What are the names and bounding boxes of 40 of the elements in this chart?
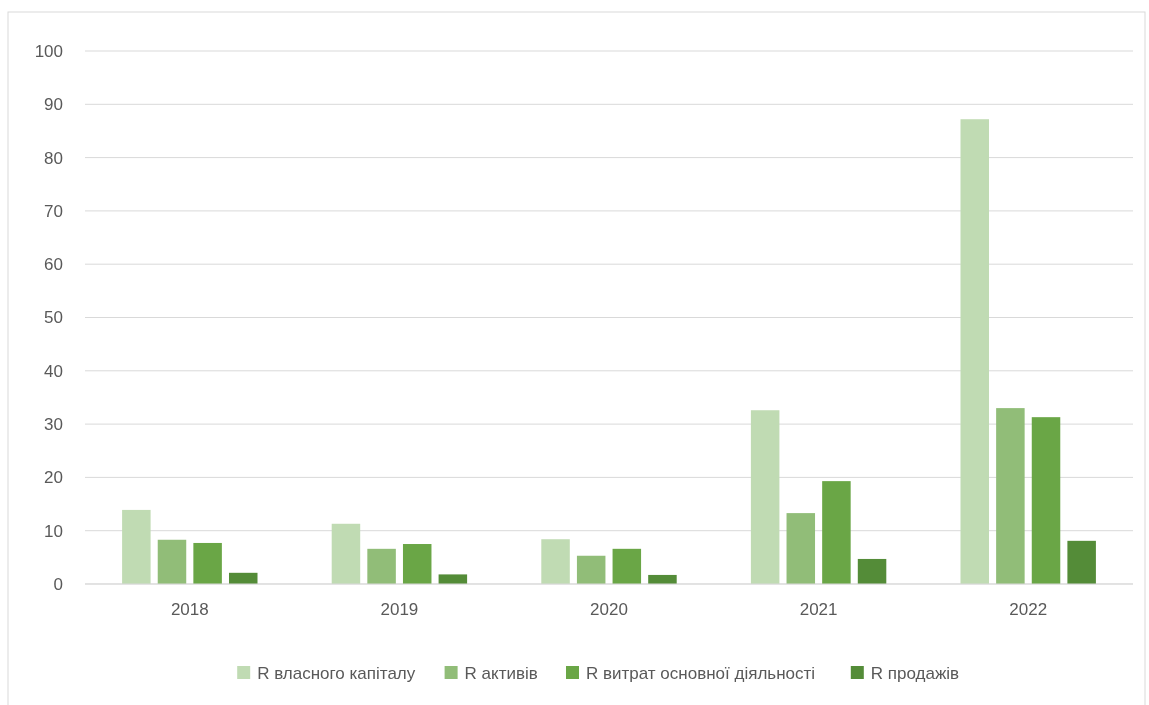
bar bbox=[750, 410, 780, 584]
y-tick-label: 100 bbox=[34, 41, 63, 61]
y-tick-label: 40 bbox=[44, 361, 63, 381]
bar bbox=[786, 513, 816, 584]
bar bbox=[541, 539, 570, 584]
bar bbox=[648, 574, 677, 584]
y-tick-label: 90 bbox=[44, 95, 63, 115]
x-tick-label: 2020 bbox=[590, 600, 628, 619]
x-tick-label: 2018 bbox=[170, 600, 209, 619]
y-tick-label: 30 bbox=[44, 415, 63, 435]
bar bbox=[576, 555, 606, 584]
legend-label: R продажів bbox=[870, 663, 960, 683]
legend-label: R витрат основної діяльності bbox=[586, 663, 816, 683]
y-tick-label: 60 bbox=[44, 255, 63, 275]
bar bbox=[822, 481, 851, 584]
x-tick-label: 2019 bbox=[380, 600, 419, 619]
legend-label: R активів bbox=[464, 663, 538, 683]
bar bbox=[996, 408, 1025, 584]
y-tick-label: 10 bbox=[44, 521, 63, 541]
x-tick-label: 2021 bbox=[799, 600, 838, 619]
x-tick-label: 2022 bbox=[1009, 600, 1048, 619]
bar bbox=[438, 574, 468, 584]
bar bbox=[402, 544, 432, 584]
bar bbox=[367, 548, 396, 584]
y-tick-label: 50 bbox=[44, 308, 63, 328]
y-tick-label: 20 bbox=[44, 468, 63, 488]
legend-label: R власного капіталу bbox=[257, 663, 416, 683]
bar bbox=[1067, 540, 1096, 584]
bar bbox=[229, 572, 258, 584]
bar bbox=[612, 548, 642, 584]
y-tick-label: 0 bbox=[53, 574, 63, 594]
bar bbox=[193, 542, 222, 584]
bar bbox=[157, 539, 187, 584]
bar bbox=[1031, 417, 1061, 584]
y-tick-label: 70 bbox=[44, 201, 63, 221]
bar bbox=[331, 523, 361, 584]
bar bbox=[960, 119, 989, 584]
bar bbox=[122, 509, 151, 584]
bar bbox=[857, 558, 887, 584]
y-tick-label: 80 bbox=[44, 148, 63, 168]
